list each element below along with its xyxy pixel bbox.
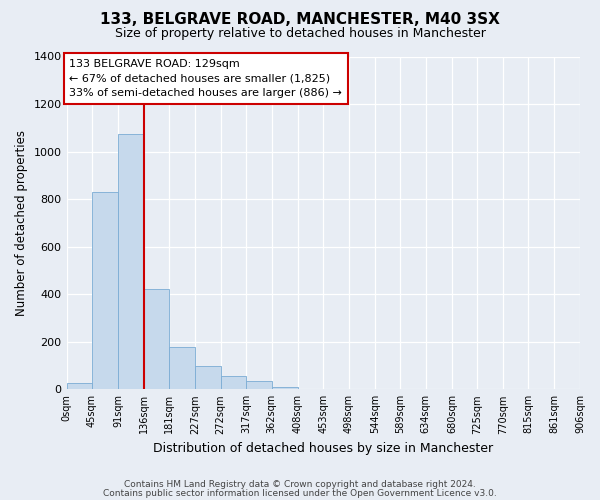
Text: Size of property relative to detached houses in Manchester: Size of property relative to detached ho… xyxy=(115,28,485,40)
Bar xyxy=(221,376,246,390)
Text: Contains public sector information licensed under the Open Government Licence v3: Contains public sector information licen… xyxy=(103,489,497,498)
Bar xyxy=(272,387,298,390)
X-axis label: Distribution of detached houses by size in Manchester: Distribution of detached houses by size … xyxy=(153,442,493,455)
Bar xyxy=(169,346,195,390)
Bar xyxy=(67,384,92,390)
Y-axis label: Number of detached properties: Number of detached properties xyxy=(15,130,28,316)
Bar xyxy=(195,366,221,390)
Bar xyxy=(118,134,143,390)
Text: Contains HM Land Registry data © Crown copyright and database right 2024.: Contains HM Land Registry data © Crown c… xyxy=(124,480,476,489)
Bar xyxy=(246,381,272,390)
Bar xyxy=(143,290,169,390)
Bar xyxy=(92,192,118,390)
Text: 133 BELGRAVE ROAD: 129sqm
← 67% of detached houses are smaller (1,825)
33% of se: 133 BELGRAVE ROAD: 129sqm ← 67% of detac… xyxy=(70,59,342,98)
Text: 133, BELGRAVE ROAD, MANCHESTER, M40 3SX: 133, BELGRAVE ROAD, MANCHESTER, M40 3SX xyxy=(100,12,500,28)
